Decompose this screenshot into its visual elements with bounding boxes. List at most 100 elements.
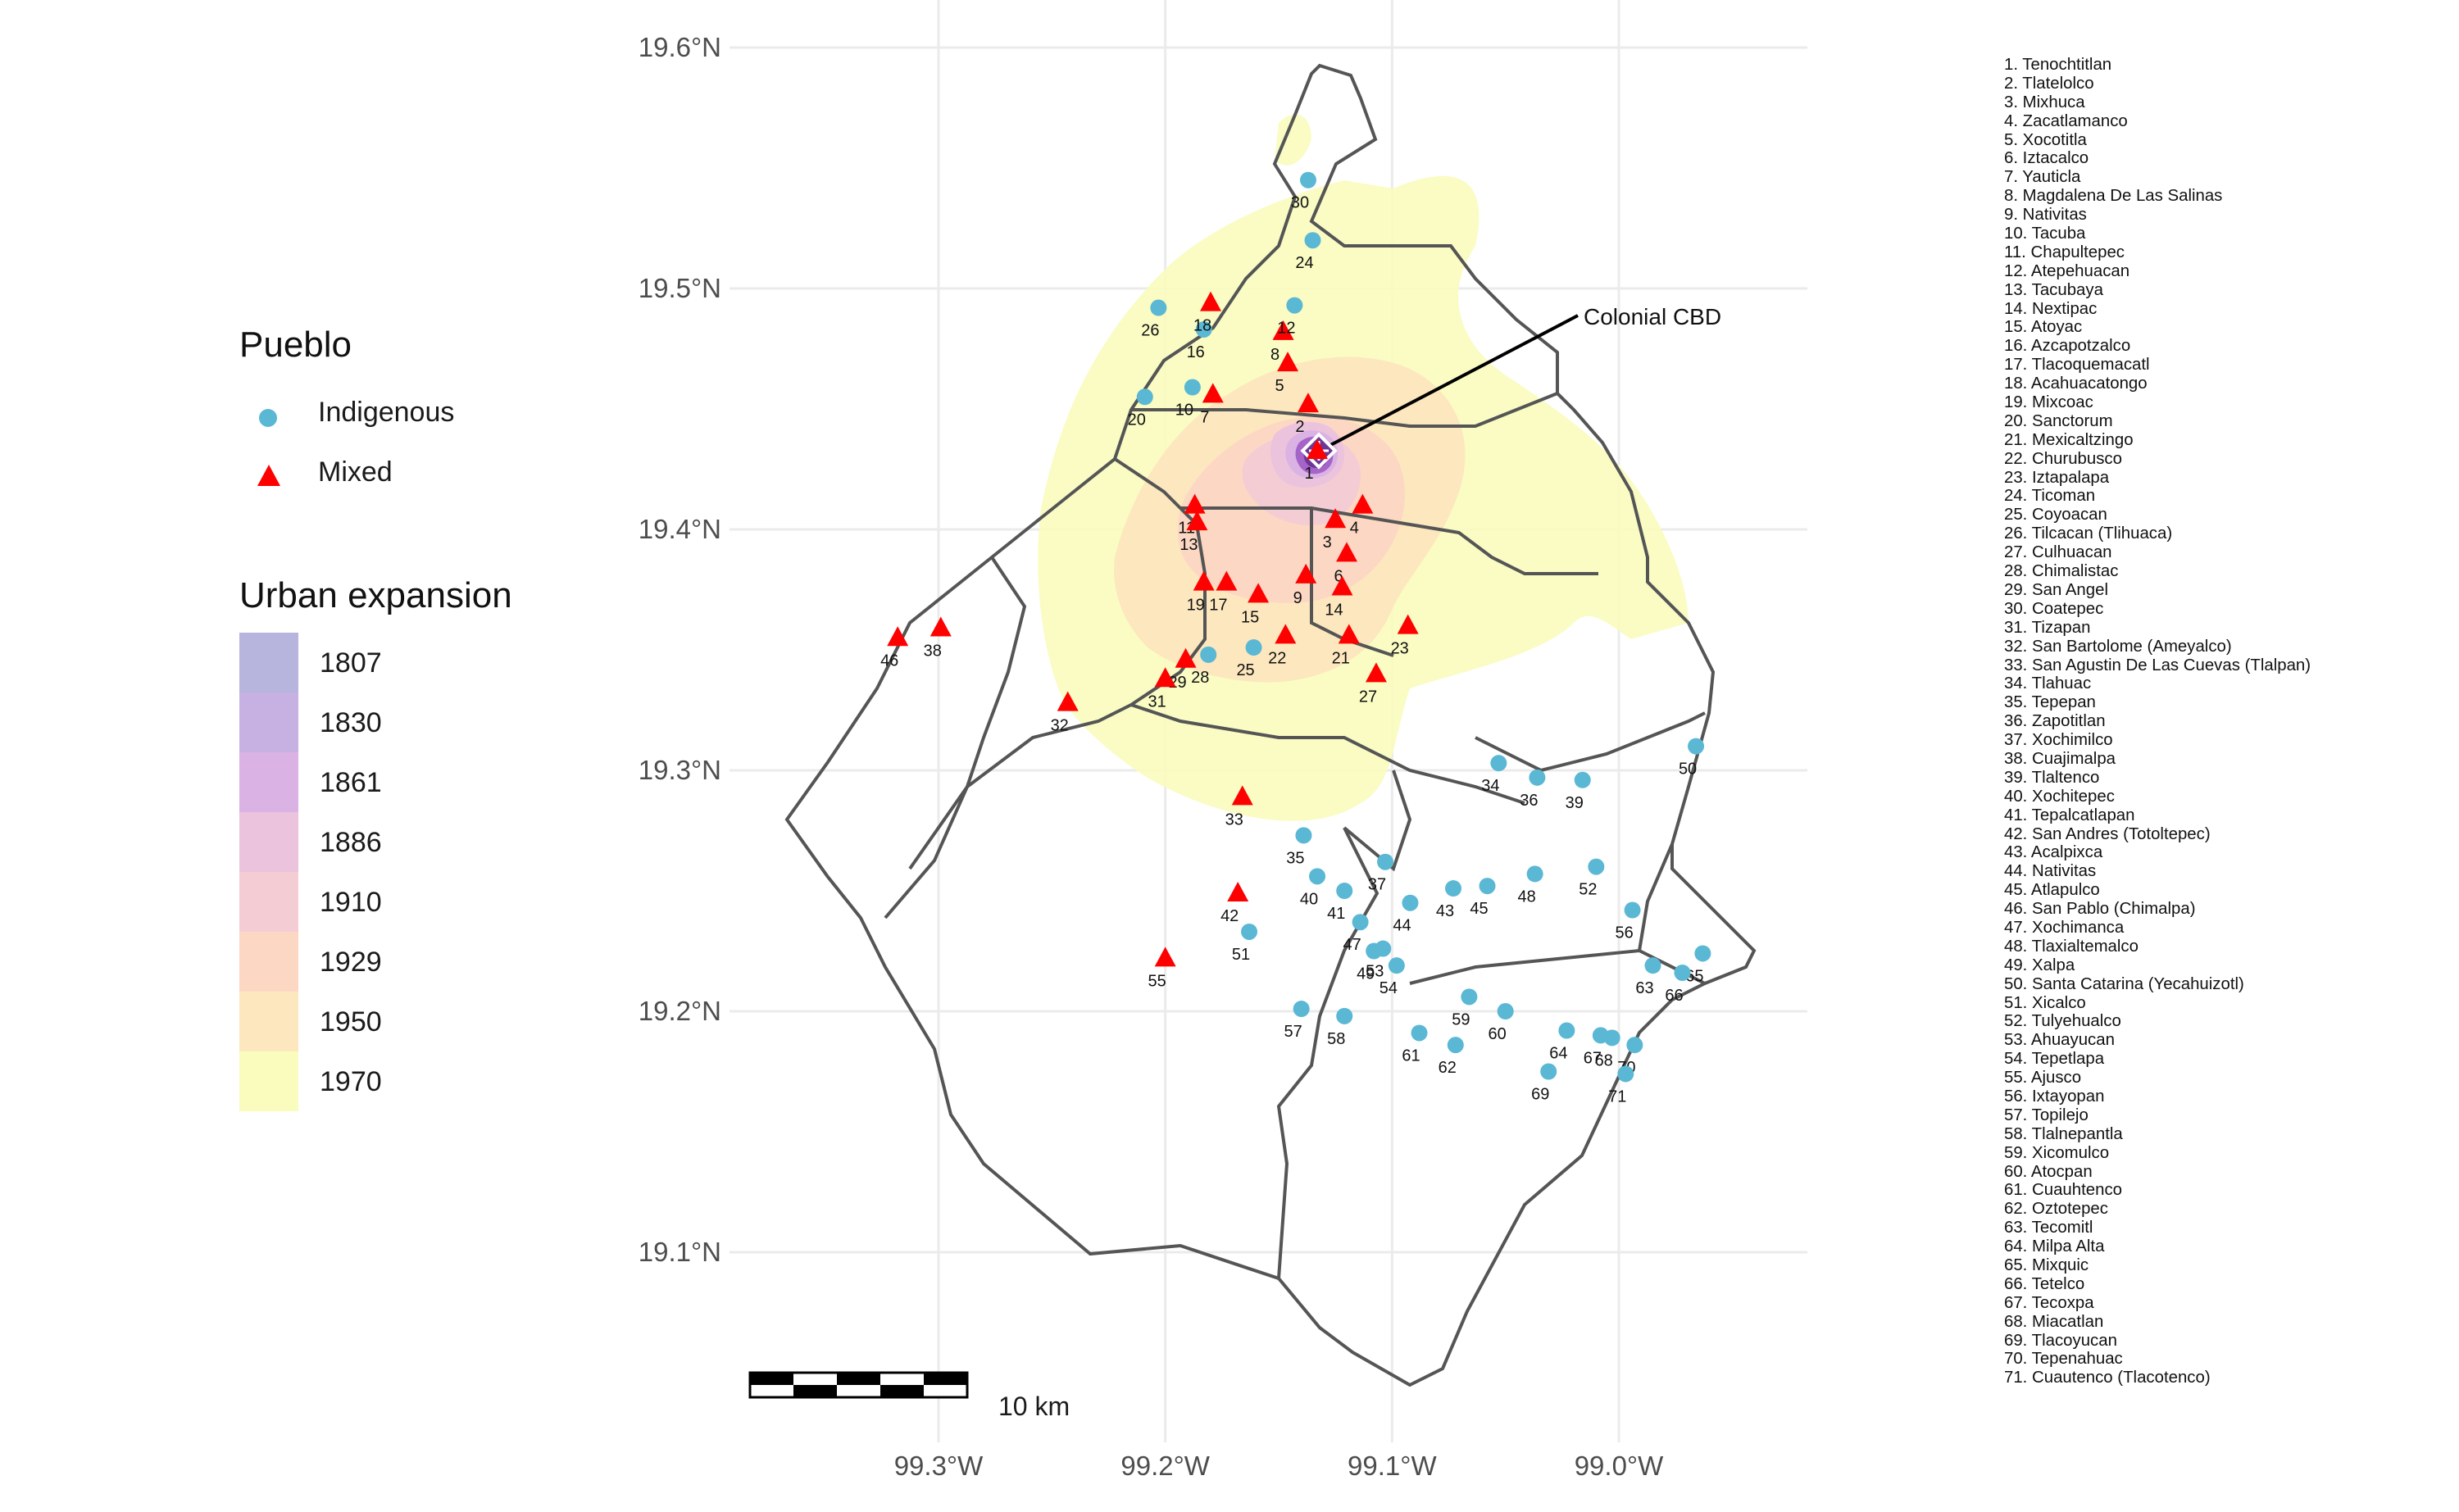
pueblo-list-item: 33. San Agustin De Las Cuevas (Tlalpan) — [2004, 656, 2311, 674]
mixed-pueblo-marker — [887, 626, 909, 647]
mixed-pueblo-marker — [1202, 383, 1224, 403]
pueblo-list-item: 61. Cuauhtenco — [2004, 1181, 2122, 1200]
pueblo-list-item: 19. Mixcoac — [2004, 393, 2093, 412]
mixed-pueblo-marker — [1154, 947, 1176, 967]
indigenous-pueblo-marker — [1688, 738, 1705, 755]
expansion-swatch — [239, 992, 298, 1051]
indigenous-pueblo-marker — [1574, 771, 1591, 788]
pueblo-list-item: 66. Tetelco — [2004, 1274, 2085, 1293]
pueblo-list-item: 22. Churubusco — [2004, 449, 2122, 468]
pueblo-list-item: 2. Tlatelolco — [2004, 74, 2094, 93]
inner-boundary-7 — [884, 703, 1132, 919]
expansion-year-label: 1861 — [320, 767, 382, 798]
pueblo-number-label: 18 — [1193, 317, 1211, 335]
pueblo-list-item: 24. Ticoman — [2004, 487, 2096, 506]
indigenous-pueblo-marker — [1295, 827, 1312, 844]
mixed-pueblo-marker — [1231, 785, 1253, 806]
mixed-triangle-icon — [257, 465, 280, 486]
pueblo-number-label: 44 — [1393, 917, 1411, 935]
pueblo-list-item: 62. Oztotepec — [2004, 1200, 2108, 1219]
pueblo-number-label: 52 — [1579, 881, 1597, 899]
inner-boundary-3 — [1180, 506, 1598, 575]
mixed-pueblo-marker — [1325, 508, 1347, 529]
mixed-pueblo-marker — [1193, 570, 1215, 591]
pueblo-list-item: 69. Tlacoyucan — [2004, 1331, 2117, 1350]
indigenous-pueblo-marker — [1309, 868, 1326, 885]
pueblo-number-label: 8 — [1270, 346, 1279, 364]
expansion-swatch — [239, 752, 298, 812]
mixed-pueblo-marker — [1216, 570, 1238, 591]
pueblo-list-item: 45. Atlapulco — [2004, 881, 2100, 900]
pueblo-list-item: 25. Coyoacan — [2004, 506, 2107, 524]
pueblo-number-label: 45 — [1470, 900, 1488, 918]
expansion-swatch — [239, 932, 298, 992]
pueblo-number-label: 34 — [1481, 777, 1499, 795]
expansion-year-label: 1830 — [320, 707, 382, 738]
pueblo-number-label: 19 — [1187, 597, 1205, 615]
pueblo-number-label: 58 — [1327, 1030, 1345, 1048]
pueblo-number-label: 37 — [1368, 876, 1386, 894]
pueblo-number-label: 48 — [1518, 888, 1536, 906]
pueblo-list-item: 44. Nativitas — [2004, 862, 2097, 881]
pueblo-list-item: 56. Ixtayopan — [2004, 1087, 2105, 1106]
pueblo-list-item: 18. Acahuacatongo — [2004, 375, 2148, 393]
mixed-pueblo-marker — [1307, 439, 1329, 460]
indigenous-pueblo-marker — [1293, 1001, 1310, 1018]
mixed-pueblo-marker — [930, 616, 952, 637]
pueblo-list-item: 54. Tepetlapa — [2004, 1050, 2105, 1069]
pueblo-number-label: 23 — [1391, 640, 1409, 658]
federal-district-outline — [784, 63, 1757, 1387]
indigenous-pueblo-marker — [1461, 988, 1478, 1006]
pueblo-number-label: 14 — [1325, 602, 1343, 620]
pueblo-number-label: 4 — [1350, 520, 1359, 538]
pueblo-list-item: 41. Tepalcatlapan — [2004, 806, 2135, 824]
pueblo-list-item: 40. Xochitepec — [2004, 787, 2115, 806]
pueblo-number-label: 15 — [1241, 608, 1259, 626]
indigenous-pueblo-marker — [1241, 923, 1258, 940]
pueblo-number-label: 71 — [1608, 1087, 1626, 1106]
mixed-pueblo-marker — [1331, 575, 1353, 596]
expansion-swatch — [239, 1051, 298, 1111]
indigenous-pueblo-marker — [1674, 964, 1691, 981]
pueblo-list-item: 20. Sanctorum — [2004, 411, 2113, 430]
indigenous-pueblo-marker — [1624, 901, 1641, 919]
pueblo-list-item: 17. Tlacoquemacatl — [2004, 356, 2150, 375]
indigenous-pueblo-marker — [1447, 1037, 1464, 1054]
pueblo-list-item: 60. Atocpan — [2004, 1162, 2093, 1181]
pueblo-list-item: 63. Tecomitl — [2004, 1219, 2093, 1237]
indigenous-circle-icon — [259, 409, 277, 427]
pueblo-number-label: 3 — [1323, 534, 1332, 552]
indigenous-pueblo-marker — [1694, 945, 1711, 962]
mixed-pueblo-marker — [1336, 542, 1357, 562]
pueblo-number-label: 53 — [1366, 963, 1384, 981]
pueblo-list-item: 27. Culhuacan — [2004, 543, 2112, 562]
mixed-pueblo-marker — [1338, 624, 1360, 644]
expansion-year-label: 1886 — [320, 827, 382, 858]
pueblo-list-item: 30. Coatepec — [2004, 599, 2104, 618]
indigenous-pueblo-marker — [1195, 320, 1212, 338]
pueblo-list-item: 68. Miacatlan — [2004, 1312, 2104, 1331]
pueblo-number-label: 40 — [1300, 890, 1318, 908]
mixed-pueblo-marker — [1175, 647, 1197, 668]
pueblo-number-label: 33 — [1225, 810, 1243, 829]
pueblo-list-item: 59. Xicomulco — [2004, 1143, 2110, 1162]
pueblo-points: 1234567891011121314151617181920212223242… — [880, 171, 1711, 1106]
pueblo-number-label: 62 — [1439, 1059, 1457, 1077]
pueblo-list-item: 67. Tecoxpa — [2004, 1293, 2094, 1312]
expansion-swatch — [239, 812, 298, 872]
pueblo-list-item: 13. Tacubaya — [2004, 280, 2103, 299]
pueblo-list-item: 53. Ahuayucan — [2004, 1031, 2115, 1050]
pueblo-list-item: 35. Tepepan — [2004, 693, 2096, 712]
pueblo-number-label: 66 — [1665, 987, 1683, 1005]
pueblo-list-item: 28. Chimalistac — [2004, 562, 2119, 581]
pueblo-number-label: 17 — [1209, 597, 1227, 615]
indigenous-pueblo-marker — [1375, 940, 1392, 957]
pueblo-number-label: 30 — [1291, 194, 1309, 212]
x-tick-label: 99.0°W — [1575, 1451, 1664, 1481]
pueblo-number-label: 28 — [1191, 669, 1209, 687]
inner-boundary-9 — [1409, 948, 1706, 985]
mixed-pueblo-marker — [1272, 320, 1294, 340]
indigenous-pueblo-marker — [1626, 1037, 1643, 1054]
y-tick-label: 19.3°N — [639, 755, 721, 785]
